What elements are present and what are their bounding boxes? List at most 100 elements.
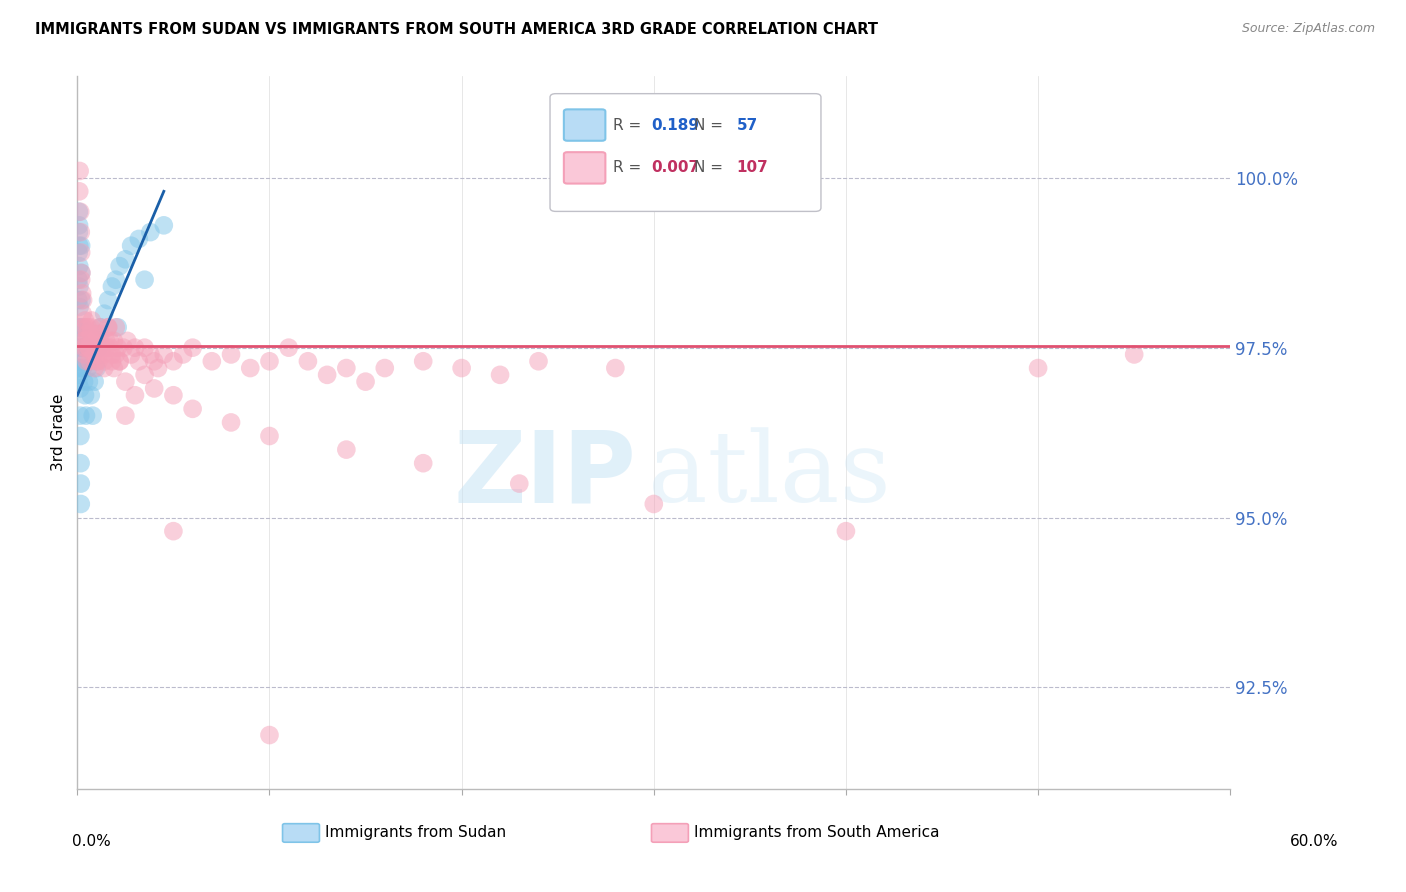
Point (67, 185, 90, 199)
Point (96, 334, 117, 348)
Point (114, 375, 136, 389)
Point (97, 320, 120, 334)
Point (86, 327, 108, 342)
Text: N =: N = (695, 118, 728, 133)
Point (67, 259, 90, 273)
Point (450, 361, 472, 376)
Text: 0.189: 0.189 (651, 118, 699, 133)
Point (98, 334, 121, 348)
Point (97, 293, 120, 307)
Point (69, 429, 91, 443)
Point (835, 524, 858, 538)
Point (172, 347, 194, 361)
Point (75, 341, 97, 355)
Point (73, 347, 96, 361)
Point (67, 375, 90, 389)
Point (69, 456, 91, 470)
Point (489, 368, 512, 382)
Point (162, 388, 184, 402)
Point (76, 327, 98, 342)
Point (70, 245, 93, 260)
Point (89, 320, 111, 334)
Text: R =: R = (613, 161, 647, 176)
Point (75, 320, 97, 334)
Text: 57: 57 (737, 118, 758, 133)
Point (97, 320, 120, 334)
Point (107, 341, 129, 355)
Point (108, 354, 131, 368)
Point (72, 341, 94, 355)
Text: 60.0%: 60.0% (1291, 834, 1339, 849)
Text: atlas: atlas (648, 427, 891, 524)
Text: Immigrants from Sudan: Immigrants from Sudan (325, 825, 506, 840)
Point (605, 361, 627, 376)
FancyBboxPatch shape (564, 110, 606, 141)
Point (67, 245, 90, 260)
Point (139, 225, 162, 239)
Point (67, 334, 90, 348)
Point (69, 409, 91, 423)
Point (67, 354, 90, 368)
Point (67, 347, 90, 361)
Point (89, 320, 111, 334)
Point (69, 300, 91, 314)
Point (114, 252, 136, 267)
Point (104, 320, 127, 334)
Point (69, 279, 91, 293)
Y-axis label: 3rd Grade: 3rd Grade (51, 394, 66, 471)
Point (412, 456, 434, 470)
Point (73, 334, 96, 348)
Text: R =: R = (613, 118, 647, 133)
Point (69, 164, 91, 178)
Point (67, 238, 90, 252)
Point (83, 347, 105, 361)
Point (146, 361, 169, 376)
Point (69, 204, 91, 219)
Point (134, 341, 156, 355)
Point (96, 341, 117, 355)
Point (87, 341, 110, 355)
Point (70, 266, 93, 280)
Point (143, 381, 166, 395)
Point (297, 354, 319, 368)
Point (73, 313, 96, 327)
Point (134, 368, 156, 382)
Point (101, 279, 124, 293)
Point (527, 354, 550, 368)
Point (117, 334, 139, 348)
Point (120, 347, 142, 361)
Point (82, 334, 104, 348)
Text: IMMIGRANTS FROM SUDAN VS IMMIGRANTS FROM SOUTH AMERICA 3RD GRADE CORRELATION CHA: IMMIGRANTS FROM SUDAN VS IMMIGRANTS FROM… (35, 22, 879, 37)
Point (412, 354, 434, 368)
Point (108, 354, 131, 368)
Point (259, 354, 281, 368)
Point (219, 347, 242, 361)
Point (76, 334, 98, 348)
Point (75, 409, 97, 423)
Point (69, 341, 91, 355)
Point (73, 375, 96, 389)
Point (93, 361, 115, 376)
Point (98, 341, 121, 355)
Text: 0.0%: 0.0% (72, 834, 111, 849)
Point (181, 401, 204, 416)
Point (108, 259, 131, 273)
Point (114, 409, 136, 423)
Point (72, 334, 94, 348)
Point (70, 238, 93, 252)
Point (101, 347, 124, 361)
Point (76, 341, 98, 355)
Point (91, 347, 114, 361)
Point (67, 320, 90, 334)
Point (73, 341, 96, 355)
Text: N =: N = (695, 161, 728, 176)
Point (72, 307, 94, 321)
Point (93, 307, 115, 321)
Point (86, 341, 108, 355)
Point (83, 361, 105, 376)
Point (82, 409, 104, 423)
Point (67, 273, 90, 287)
Text: Source: ZipAtlas.com: Source: ZipAtlas.com (1241, 22, 1375, 36)
Point (139, 347, 162, 361)
Point (124, 341, 146, 355)
